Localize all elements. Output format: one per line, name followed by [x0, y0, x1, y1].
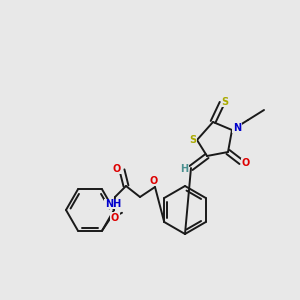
Text: O: O	[111, 213, 119, 223]
Text: H: H	[180, 164, 188, 174]
Text: O: O	[150, 176, 158, 186]
Text: O: O	[242, 158, 250, 168]
Text: NH: NH	[105, 199, 121, 209]
Text: S: S	[189, 135, 197, 145]
Text: S: S	[221, 97, 229, 107]
Text: O: O	[113, 164, 121, 174]
Text: N: N	[233, 123, 241, 133]
